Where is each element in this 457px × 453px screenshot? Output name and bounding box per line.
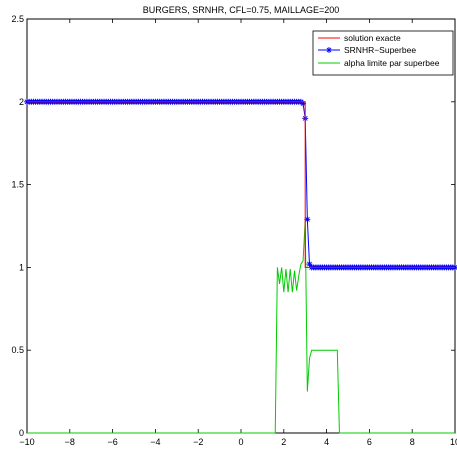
series-layer — [24, 98, 457, 434]
y-tick-label: 1 — [19, 262, 24, 272]
x-tick-label: 2 — [281, 437, 286, 447]
data-point-marker — [326, 47, 332, 53]
legend: solution exacte SRNHR−Superbee alpha lim… — [312, 30, 454, 76]
x-tick-label: 0 — [238, 437, 243, 447]
x-tick-label: −2 — [193, 437, 203, 447]
chart-title: BURGERS, SRNHR, CFL=0.75, MAILLAGE=200 — [143, 5, 340, 15]
series-line-0 — [27, 101, 455, 268]
legend-label-solution-exacte: solution exacte — [344, 33, 401, 43]
y-tick-label: 2 — [19, 97, 24, 107]
x-tick-label: −4 — [150, 437, 160, 447]
data-point-marker — [306, 261, 313, 268]
x-tick-label: 10 — [450, 437, 457, 447]
y-tick-label: 0 — [19, 428, 24, 438]
x-tick-label: 8 — [410, 437, 415, 447]
x-tick-label: 6 — [367, 437, 372, 447]
legend-label-alpha-limite: alpha limite par superbee — [344, 58, 440, 68]
x-tick-label: −8 — [65, 437, 75, 447]
plot-frame — [26, 18, 456, 434]
legend-label-srnhr-superbee: SRNHR−Superbee — [344, 45, 416, 55]
y-tick-label: 2.5 — [11, 14, 24, 24]
data-point-marker — [304, 216, 311, 223]
y-tick-label: 0.5 — [11, 345, 24, 355]
series-line-2 — [27, 221, 455, 434]
x-tick-label: −6 — [107, 437, 117, 447]
legend-marker-srnhr-superbee — [326, 47, 332, 53]
y-tick-label: 1.5 — [11, 180, 24, 190]
x-tick-label: 4 — [324, 437, 329, 447]
x-tick-label: −10 — [19, 437, 34, 447]
y-axis: 0 0.5 1 1.5 2 2.5 — [11, 14, 455, 438]
